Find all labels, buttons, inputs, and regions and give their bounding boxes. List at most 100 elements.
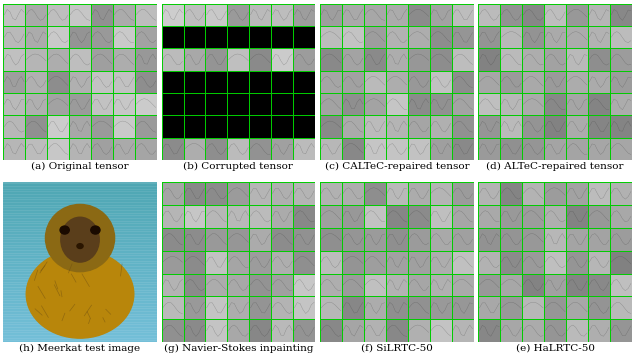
Bar xyxy=(386,93,408,115)
Bar xyxy=(227,296,250,319)
Bar xyxy=(342,26,364,48)
Bar xyxy=(544,4,566,26)
Bar xyxy=(566,4,588,26)
Text: (c) CALTeC-repaired tensor: (c) CALTeC-repaired tensor xyxy=(324,162,469,171)
Bar xyxy=(479,228,500,251)
Bar xyxy=(113,4,135,26)
Bar xyxy=(320,228,342,251)
Bar xyxy=(3,293,157,294)
Bar xyxy=(610,138,632,160)
Bar xyxy=(544,228,566,251)
Bar xyxy=(610,228,632,251)
Bar xyxy=(3,283,157,285)
Bar xyxy=(205,251,227,273)
Bar xyxy=(3,232,157,233)
Bar xyxy=(320,273,342,296)
Bar xyxy=(386,296,408,319)
Bar xyxy=(271,115,293,138)
Bar xyxy=(408,296,429,319)
Bar xyxy=(3,237,157,238)
Bar xyxy=(293,93,316,115)
Bar xyxy=(3,313,157,315)
Bar xyxy=(364,182,386,205)
Bar xyxy=(271,4,293,26)
Bar xyxy=(408,138,429,160)
Bar xyxy=(3,222,157,223)
Bar xyxy=(250,93,271,115)
Bar xyxy=(452,71,474,93)
Bar xyxy=(161,228,184,251)
Bar xyxy=(3,318,157,320)
Bar xyxy=(205,71,227,93)
Bar xyxy=(3,138,25,160)
Bar xyxy=(3,281,157,283)
Bar xyxy=(3,264,157,265)
Bar xyxy=(408,182,429,205)
Bar xyxy=(25,26,47,48)
Bar xyxy=(161,4,184,26)
Bar xyxy=(320,182,342,205)
Bar xyxy=(250,273,271,296)
Bar xyxy=(3,195,157,197)
Bar xyxy=(3,336,157,337)
Bar xyxy=(3,229,157,230)
Bar xyxy=(184,71,205,93)
Bar xyxy=(250,251,271,273)
Ellipse shape xyxy=(61,217,99,262)
Bar xyxy=(205,182,227,205)
Bar xyxy=(364,205,386,228)
Bar xyxy=(3,251,157,253)
Bar xyxy=(3,203,157,205)
Bar xyxy=(386,251,408,273)
Bar xyxy=(293,319,316,342)
Bar xyxy=(91,115,113,138)
Bar xyxy=(3,296,157,297)
Bar xyxy=(271,182,293,205)
Bar xyxy=(271,205,293,228)
Bar xyxy=(3,206,157,207)
Bar xyxy=(342,319,364,342)
Bar xyxy=(408,48,429,71)
Bar xyxy=(566,251,588,273)
Bar xyxy=(271,296,293,319)
Bar xyxy=(386,48,408,71)
Bar xyxy=(3,245,157,246)
Bar xyxy=(364,4,386,26)
Bar xyxy=(3,246,157,248)
Bar xyxy=(479,71,500,93)
Bar xyxy=(522,138,544,160)
Bar xyxy=(184,319,205,342)
Bar xyxy=(544,115,566,138)
Bar xyxy=(588,93,610,115)
Bar xyxy=(386,138,408,160)
Bar xyxy=(271,273,293,296)
Bar xyxy=(429,71,452,93)
Bar xyxy=(3,191,157,193)
Bar xyxy=(113,138,135,160)
Bar xyxy=(3,320,157,321)
Bar xyxy=(500,205,522,228)
Bar xyxy=(205,138,227,160)
Bar xyxy=(544,26,566,48)
Bar xyxy=(293,4,316,26)
Bar xyxy=(250,115,271,138)
Bar xyxy=(135,4,157,26)
Bar xyxy=(566,319,588,342)
Bar xyxy=(293,138,316,160)
Bar xyxy=(3,286,157,288)
Text: (g) Navier-Stokes inpainting: (g) Navier-Stokes inpainting xyxy=(164,344,313,353)
Bar xyxy=(452,228,474,251)
Bar xyxy=(47,26,69,48)
Bar xyxy=(293,182,316,205)
Bar xyxy=(408,319,429,342)
Bar xyxy=(3,262,157,264)
Bar xyxy=(500,228,522,251)
Bar xyxy=(184,48,205,71)
Bar xyxy=(479,138,500,160)
Bar xyxy=(250,296,271,319)
Bar xyxy=(588,228,610,251)
Bar xyxy=(479,319,500,342)
Bar xyxy=(3,71,25,93)
Bar xyxy=(3,326,157,328)
Bar xyxy=(386,71,408,93)
